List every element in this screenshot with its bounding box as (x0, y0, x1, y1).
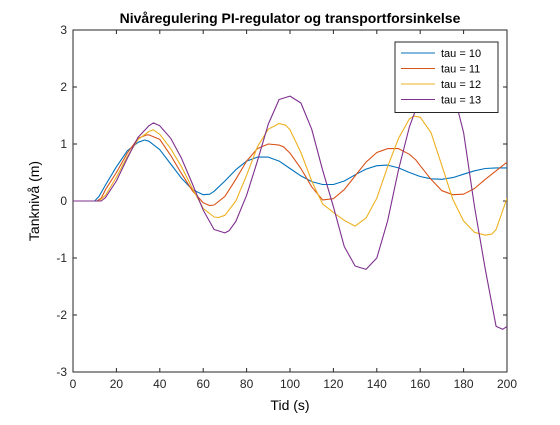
y-tick-label: 0 (60, 194, 67, 208)
y-tick-label: -1 (56, 251, 67, 265)
legend-entry-label: tau = 10 (441, 48, 481, 60)
legend-entry-label: tau = 11 (441, 64, 480, 76)
plot-area: 0 20 40 60 80 100 120 140 160 180 200 -3 -2 -1 0 1 2 3 ta… (56, 23, 517, 391)
y-tick-label: 1 (60, 137, 67, 151)
chart-title: Nivåregulering PI-regulator og transport… (120, 10, 461, 26)
y-tick-label: 3 (60, 23, 67, 37)
x-tick-label: 0 (70, 377, 77, 391)
x-tick-label: 180 (454, 377, 474, 391)
legend-box (394, 41, 499, 113)
legend: tau = 10 tau = 11 tau = 12 tau = 13 (394, 41, 499, 113)
x-tick-label: 160 (410, 377, 430, 391)
y-tick-label: -2 (56, 308, 67, 322)
series-line-2 (73, 134, 507, 207)
x-axis-label: Tid (s) (270, 397, 309, 413)
legend-entry-label: tau = 13 (441, 95, 481, 107)
y-tick-label: -3 (56, 365, 67, 379)
x-tick-label: 20 (110, 377, 124, 391)
x-tick-label: 200 (497, 377, 517, 391)
y-axis-label: Tanknivå (m) (26, 161, 42, 241)
y-tick-label: 2 (60, 80, 67, 94)
ticks: 0 20 40 60 80 100 120 140 160 180 200 -3 -2 -1 0 1 2 3 (56, 23, 517, 391)
x-tick-label: 140 (367, 377, 387, 391)
x-tick-label: 40 (153, 377, 167, 391)
x-tick-label: 120 (323, 377, 343, 391)
x-tick-label: 100 (280, 377, 300, 391)
x-tick-label: 60 (197, 377, 211, 391)
series-line-3 (73, 115, 507, 236)
x-tick-label: 80 (240, 377, 254, 391)
legend-entry-label: tau = 12 (441, 79, 481, 91)
